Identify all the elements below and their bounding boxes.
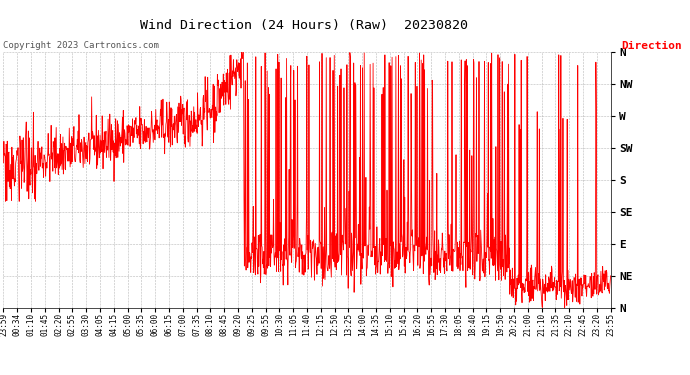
Text: Direction: Direction (621, 41, 682, 51)
Text: Wind Direction (24 Hours) (Raw)  20230820: Wind Direction (24 Hours) (Raw) 20230820 (139, 19, 468, 32)
Text: Copyright 2023 Cartronics.com: Copyright 2023 Cartronics.com (3, 41, 159, 50)
